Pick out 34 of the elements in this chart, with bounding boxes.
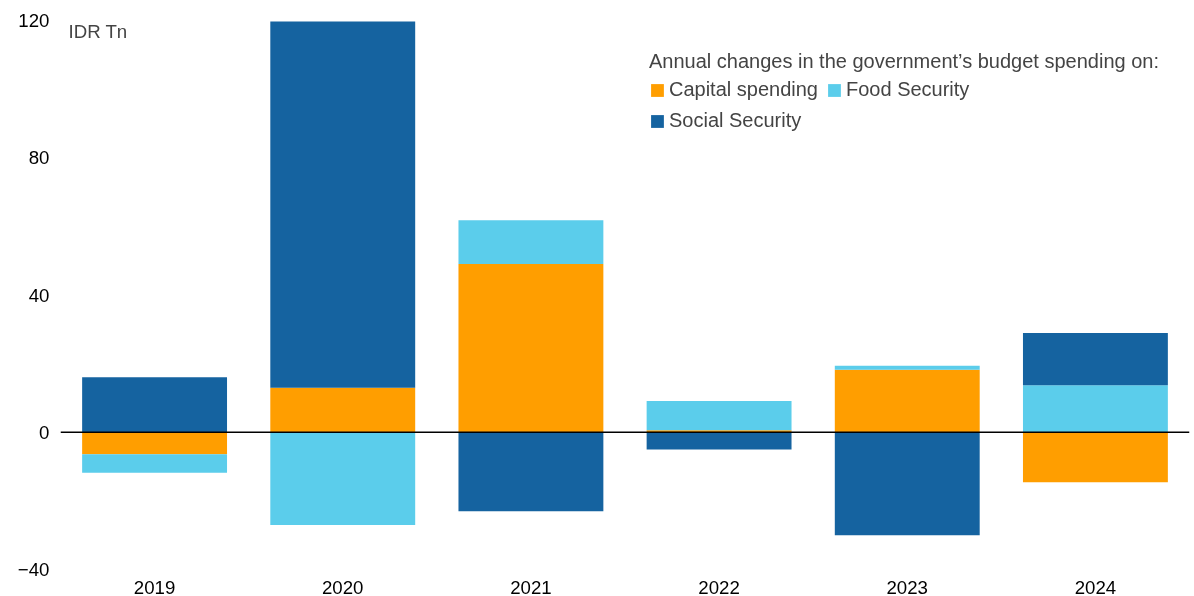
bar	[1022, 385, 1168, 433]
bar	[270, 387, 416, 433]
bar	[646, 401, 792, 431]
x-tick-label: 2023	[886, 576, 929, 596]
bar	[834, 365, 980, 370]
bar	[270, 21, 416, 388]
bar	[458, 264, 604, 433]
x-tick-label: 2024	[1074, 576, 1117, 596]
y-tick-label: 0	[39, 421, 50, 443]
bar	[834, 369, 980, 433]
x-tick-label: 2020	[322, 576, 364, 596]
x-tick-label: 2021	[510, 576, 552, 596]
legend-label: Capital spending	[668, 78, 818, 101]
bar	[458, 220, 604, 265]
bar	[1022, 432, 1168, 483]
y-tick-label: 80	[28, 147, 50, 169]
y-tick-label: −40	[17, 559, 50, 580]
bar	[270, 432, 416, 525]
y-tick-label: 120	[18, 10, 50, 31]
bar	[1022, 333, 1168, 386]
y-axis-title: IDR Tn	[68, 20, 128, 42]
legend-title: Annual changes in the government’s budget spending on:	[648, 50, 1159, 73]
legend-label: Social Security	[668, 109, 802, 132]
bar	[646, 430, 792, 433]
legend-label: Food Security	[845, 78, 970, 101]
bar	[82, 377, 228, 433]
bar	[834, 432, 980, 536]
bar	[82, 454, 228, 473]
x-tick-label: 2019	[133, 576, 176, 596]
y-tick-label: 40	[28, 284, 50, 306]
bar	[82, 432, 228, 455]
bar	[458, 432, 604, 512]
x-tick-label: 2022	[698, 576, 740, 596]
bar	[646, 432, 792, 450]
